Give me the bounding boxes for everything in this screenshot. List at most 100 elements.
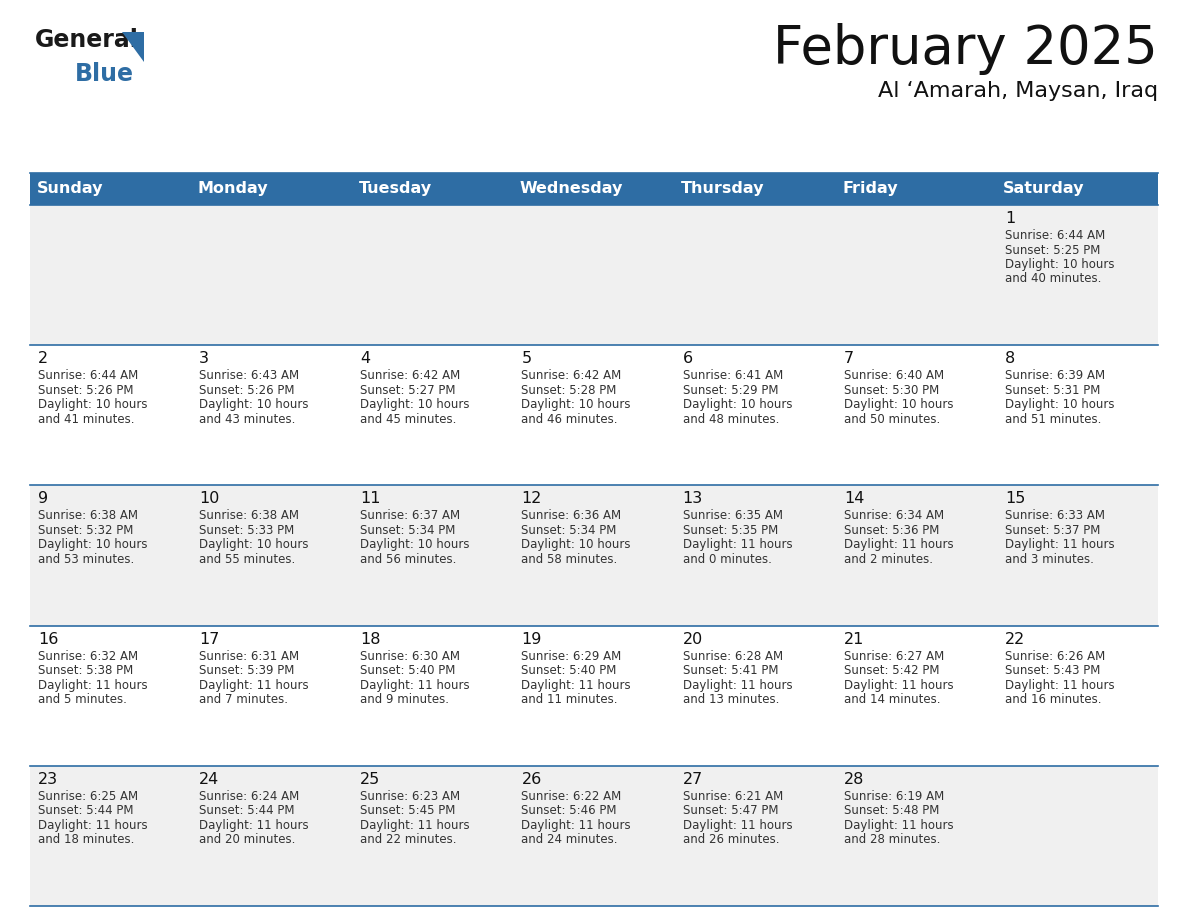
Text: and 3 minutes.: and 3 minutes. <box>1005 553 1094 565</box>
Text: Friday: Friday <box>842 182 898 196</box>
Text: Sunset: 5:32 PM: Sunset: 5:32 PM <box>38 524 133 537</box>
Text: and 56 minutes.: and 56 minutes. <box>360 553 456 565</box>
Text: Daylight: 11 hours: Daylight: 11 hours <box>683 678 792 691</box>
Text: Sunrise: 6:26 AM: Sunrise: 6:26 AM <box>1005 650 1105 663</box>
Text: 22: 22 <box>1005 632 1025 646</box>
Text: Sunrise: 6:44 AM: Sunrise: 6:44 AM <box>1005 229 1105 242</box>
Text: Saturday: Saturday <box>1004 182 1085 196</box>
Text: and 16 minutes.: and 16 minutes. <box>1005 693 1101 706</box>
Text: Daylight: 11 hours: Daylight: 11 hours <box>843 819 954 832</box>
Text: and 11 minutes.: and 11 minutes. <box>522 693 618 706</box>
Bar <box>30 205 1158 345</box>
Text: 11: 11 <box>360 491 381 507</box>
Text: Sunset: 5:43 PM: Sunset: 5:43 PM <box>1005 664 1100 677</box>
Bar <box>30 486 1158 625</box>
Text: Sunset: 5:46 PM: Sunset: 5:46 PM <box>522 804 617 817</box>
Text: Sunrise: 6:22 AM: Sunrise: 6:22 AM <box>522 789 621 803</box>
Text: and 40 minutes.: and 40 minutes. <box>1005 273 1101 285</box>
Text: Sunset: 5:40 PM: Sunset: 5:40 PM <box>360 664 456 677</box>
Text: Daylight: 10 hours: Daylight: 10 hours <box>360 538 469 552</box>
Text: 14: 14 <box>843 491 864 507</box>
Text: Sunrise: 6:19 AM: Sunrise: 6:19 AM <box>843 789 944 803</box>
Text: 25: 25 <box>360 772 380 787</box>
Text: Sunset: 5:48 PM: Sunset: 5:48 PM <box>843 804 940 817</box>
Text: Sunset: 5:31 PM: Sunset: 5:31 PM <box>1005 384 1100 397</box>
Text: and 2 minutes.: and 2 minutes. <box>843 553 933 565</box>
Text: Sunrise: 6:31 AM: Sunrise: 6:31 AM <box>200 650 299 663</box>
Text: Sunset: 5:37 PM: Sunset: 5:37 PM <box>1005 524 1100 537</box>
Text: Daylight: 11 hours: Daylight: 11 hours <box>200 819 309 832</box>
Text: and 7 minutes.: and 7 minutes. <box>200 693 289 706</box>
Text: Sunrise: 6:38 AM: Sunrise: 6:38 AM <box>200 509 299 522</box>
Text: Sunrise: 6:30 AM: Sunrise: 6:30 AM <box>360 650 460 663</box>
Text: Sunrise: 6:25 AM: Sunrise: 6:25 AM <box>38 789 138 803</box>
Text: Sunrise: 6:34 AM: Sunrise: 6:34 AM <box>843 509 944 522</box>
Text: Sunrise: 6:42 AM: Sunrise: 6:42 AM <box>360 369 461 382</box>
Text: and 45 minutes.: and 45 minutes. <box>360 413 456 426</box>
Text: Sunset: 5:40 PM: Sunset: 5:40 PM <box>522 664 617 677</box>
Text: Daylight: 10 hours: Daylight: 10 hours <box>843 398 953 411</box>
Text: Daylight: 11 hours: Daylight: 11 hours <box>683 819 792 832</box>
Text: 28: 28 <box>843 772 864 787</box>
Text: Daylight: 11 hours: Daylight: 11 hours <box>522 678 631 691</box>
Text: Daylight: 10 hours: Daylight: 10 hours <box>683 398 792 411</box>
Text: Sunrise: 6:37 AM: Sunrise: 6:37 AM <box>360 509 461 522</box>
Text: Sunrise: 6:33 AM: Sunrise: 6:33 AM <box>1005 509 1105 522</box>
Text: Daylight: 10 hours: Daylight: 10 hours <box>1005 398 1114 411</box>
Text: Daylight: 11 hours: Daylight: 11 hours <box>843 678 954 691</box>
Text: 9: 9 <box>38 491 49 507</box>
Text: 10: 10 <box>200 491 220 507</box>
Text: and 9 minutes.: and 9 minutes. <box>360 693 449 706</box>
Text: 18: 18 <box>360 632 381 646</box>
Text: Sunrise: 6:38 AM: Sunrise: 6:38 AM <box>38 509 138 522</box>
Text: Monday: Monday <box>197 182 268 196</box>
Text: and 20 minutes.: and 20 minutes. <box>200 834 296 846</box>
Text: Daylight: 11 hours: Daylight: 11 hours <box>200 678 309 691</box>
Text: and 55 minutes.: and 55 minutes. <box>200 553 296 565</box>
Text: Daylight: 11 hours: Daylight: 11 hours <box>522 819 631 832</box>
Text: 21: 21 <box>843 632 864 646</box>
Text: Daylight: 11 hours: Daylight: 11 hours <box>360 678 470 691</box>
Text: February 2025: February 2025 <box>773 23 1158 75</box>
Text: and 26 minutes.: and 26 minutes. <box>683 834 779 846</box>
Text: Sunset: 5:25 PM: Sunset: 5:25 PM <box>1005 243 1100 256</box>
Text: Daylight: 10 hours: Daylight: 10 hours <box>38 538 147 552</box>
Text: Sunrise: 6:40 AM: Sunrise: 6:40 AM <box>843 369 944 382</box>
Text: Sunset: 5:29 PM: Sunset: 5:29 PM <box>683 384 778 397</box>
Text: Sunset: 5:44 PM: Sunset: 5:44 PM <box>200 804 295 817</box>
Text: 17: 17 <box>200 632 220 646</box>
Text: Sunset: 5:27 PM: Sunset: 5:27 PM <box>360 384 456 397</box>
Text: and 14 minutes.: and 14 minutes. <box>843 693 940 706</box>
Text: 8: 8 <box>1005 352 1016 366</box>
Text: Sunset: 5:47 PM: Sunset: 5:47 PM <box>683 804 778 817</box>
Text: Daylight: 10 hours: Daylight: 10 hours <box>38 398 147 411</box>
Text: Sunset: 5:36 PM: Sunset: 5:36 PM <box>843 524 940 537</box>
Text: Daylight: 10 hours: Daylight: 10 hours <box>360 398 469 411</box>
Text: and 22 minutes.: and 22 minutes. <box>360 834 457 846</box>
Text: Daylight: 11 hours: Daylight: 11 hours <box>38 678 147 691</box>
Text: 3: 3 <box>200 352 209 366</box>
Text: 2: 2 <box>38 352 49 366</box>
Text: and 43 minutes.: and 43 minutes. <box>200 413 296 426</box>
Text: Sunset: 5:30 PM: Sunset: 5:30 PM <box>843 384 939 397</box>
Text: Sunrise: 6:21 AM: Sunrise: 6:21 AM <box>683 789 783 803</box>
Text: Sunset: 5:34 PM: Sunset: 5:34 PM <box>360 524 456 537</box>
Text: Wednesday: Wednesday <box>520 182 624 196</box>
Text: Blue: Blue <box>75 62 134 86</box>
Text: Sunset: 5:39 PM: Sunset: 5:39 PM <box>200 664 295 677</box>
Text: Sunrise: 6:32 AM: Sunrise: 6:32 AM <box>38 650 138 663</box>
Text: Al ‘Amarah, Maysan, Iraq: Al ‘Amarah, Maysan, Iraq <box>878 81 1158 101</box>
Text: Sunrise: 6:36 AM: Sunrise: 6:36 AM <box>522 509 621 522</box>
Text: Sunrise: 6:29 AM: Sunrise: 6:29 AM <box>522 650 621 663</box>
Text: Sunrise: 6:43 AM: Sunrise: 6:43 AM <box>200 369 299 382</box>
Text: 4: 4 <box>360 352 371 366</box>
Text: Sunset: 5:44 PM: Sunset: 5:44 PM <box>38 804 133 817</box>
Text: Sunset: 5:28 PM: Sunset: 5:28 PM <box>522 384 617 397</box>
Polygon shape <box>122 32 144 62</box>
Bar <box>30 173 1158 205</box>
Text: Daylight: 10 hours: Daylight: 10 hours <box>1005 258 1114 271</box>
Text: Daylight: 11 hours: Daylight: 11 hours <box>683 538 792 552</box>
Text: Daylight: 11 hours: Daylight: 11 hours <box>843 538 954 552</box>
Text: Daylight: 10 hours: Daylight: 10 hours <box>200 538 309 552</box>
Text: Sunrise: 6:24 AM: Sunrise: 6:24 AM <box>200 789 299 803</box>
